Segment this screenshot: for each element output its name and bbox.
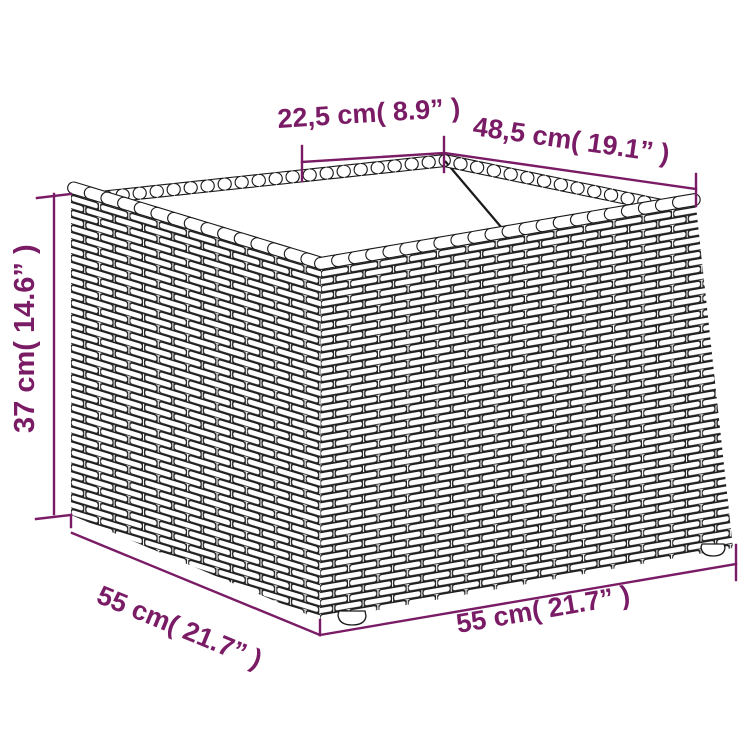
svg-text:37 cm( 14.6” ): 37 cm( 14.6” ) xyxy=(9,244,41,433)
